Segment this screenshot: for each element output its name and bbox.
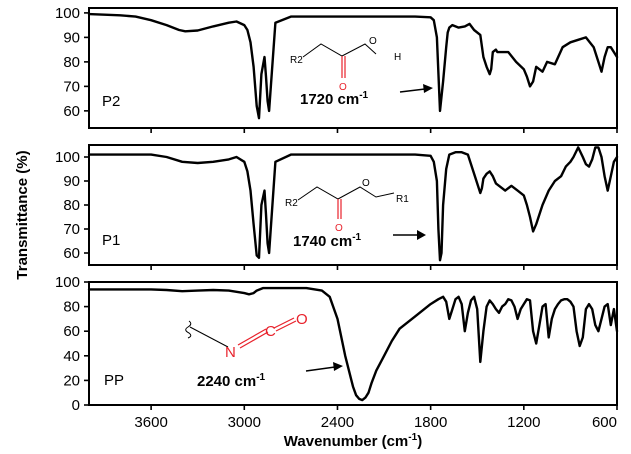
- panel-p2-peak-label: 1720 cm-1: [300, 90, 369, 108]
- carboxylic-acid-molecule-icon: R2 O H O: [290, 36, 401, 93]
- x-tick-label: 1200: [507, 414, 540, 431]
- panel-p1-label: P1: [102, 232, 120, 249]
- panel-p1: 60 70 80 90 100 P1 R2 O R1 O 1740 cm-1: [55, 144, 619, 270]
- panel-pp-peak-unit-sup: -1: [256, 372, 265, 383]
- panel-pp-spectrum-line: [87, 286, 619, 402]
- y-tick-label: 70: [63, 221, 80, 238]
- y-tick-label: 80: [63, 299, 80, 316]
- panel-pp-peak-label: 2240 cm-1: [197, 372, 266, 390]
- atom-nitrogen: N: [225, 344, 236, 361]
- x-tick-label: 600: [592, 414, 617, 431]
- y-tick-label: 80: [63, 54, 80, 71]
- panel-pp-arrow-icon: [305, 362, 343, 372]
- panel-pp-x-axis: 3600 3000 2400 1800 1200 600: [134, 414, 617, 431]
- x-tick-label: 2400: [321, 414, 354, 431]
- panel-p1-peak-value: 1740 cm: [293, 233, 352, 250]
- y-tick-label: 20: [63, 372, 80, 389]
- isocyanate-molecule-icon: N C O: [185, 311, 308, 361]
- y-tick-label: 90: [63, 29, 80, 46]
- atom-carbon: C: [265, 323, 276, 340]
- y-tick-label: 60: [63, 245, 80, 262]
- y-tick-label: 100: [55, 149, 80, 166]
- panel-p2: 60 70 80 90 100 P2 R2 O H O 1720 cm-1: [55, 5, 619, 133]
- panel-p2-frame: [88, 7, 618, 129]
- panel-pp-frame: [88, 281, 618, 406]
- panel-p1-arrow-icon: [393, 230, 426, 240]
- atom-oxygen: O: [296, 311, 308, 328]
- y-tick-label: 70: [63, 78, 80, 95]
- atom-ester-oxygen: O: [362, 178, 370, 189]
- atom-carbonyl-oxygen: O: [335, 223, 343, 234]
- y-tick-label: 40: [63, 348, 80, 365]
- x-tick-label: 1800: [414, 414, 447, 431]
- y-tick-label: 60: [63, 323, 80, 340]
- panel-p1-peak-label: 1740 cm-1: [293, 232, 362, 250]
- panel-p2-spectrum-line: [87, 12, 619, 120]
- x-tick-label: 3600: [134, 414, 167, 431]
- atom-carbonyl-oxygen: O: [339, 82, 347, 93]
- y-axis-title: Transmittance (%): [14, 150, 31, 279]
- x-axis-title-main: Wavenumber (cm: [284, 433, 408, 450]
- panel-p2-label: P2: [102, 93, 120, 110]
- y-tick-label: 80: [63, 197, 80, 214]
- panel-pp-peak-value: 2240 cm: [197, 373, 256, 390]
- panel-p2-peak-value: 1720 cm: [300, 91, 359, 108]
- panel-p1-y-axis: 60 70 80 90 100: [55, 149, 618, 270]
- x-axis-title: Wavenumber (cm-1): [284, 432, 422, 450]
- y-tick-label: 100: [55, 274, 80, 291]
- y-tick-label: 0: [72, 397, 80, 414]
- atom-h: H: [394, 52, 401, 63]
- atom-oh-oxygen: O: [369, 36, 377, 47]
- x-axis-title-close: ): [417, 433, 422, 450]
- atom-r2: R2: [285, 198, 298, 209]
- panel-p1-spectrum-line: [87, 146, 619, 262]
- panel-pp-y-axis: 0 20 40 60 80 100: [55, 274, 618, 414]
- x-tick-label: 3000: [228, 414, 261, 431]
- panel-pp-label: PP: [104, 372, 124, 389]
- panel-p1-peak-unit-sup: -1: [352, 232, 361, 243]
- panel-p1-frame: [88, 144, 618, 266]
- panel-p2-y-axis: 60 70 80 90 100: [55, 5, 618, 133]
- atom-r1: R1: [396, 194, 409, 205]
- x-axis-title-sup: -1: [408, 432, 417, 443]
- y-tick-label: 60: [63, 103, 80, 120]
- y-tick-label: 100: [55, 5, 80, 22]
- panel-p2-arrow-icon: [399, 84, 433, 93]
- panel-p2-peak-unit-sup: -1: [359, 90, 368, 101]
- y-tick-label: 90: [63, 173, 80, 190]
- ester-molecule-icon: R2 O R1 O: [285, 178, 409, 234]
- atom-r2: R2: [290, 55, 303, 66]
